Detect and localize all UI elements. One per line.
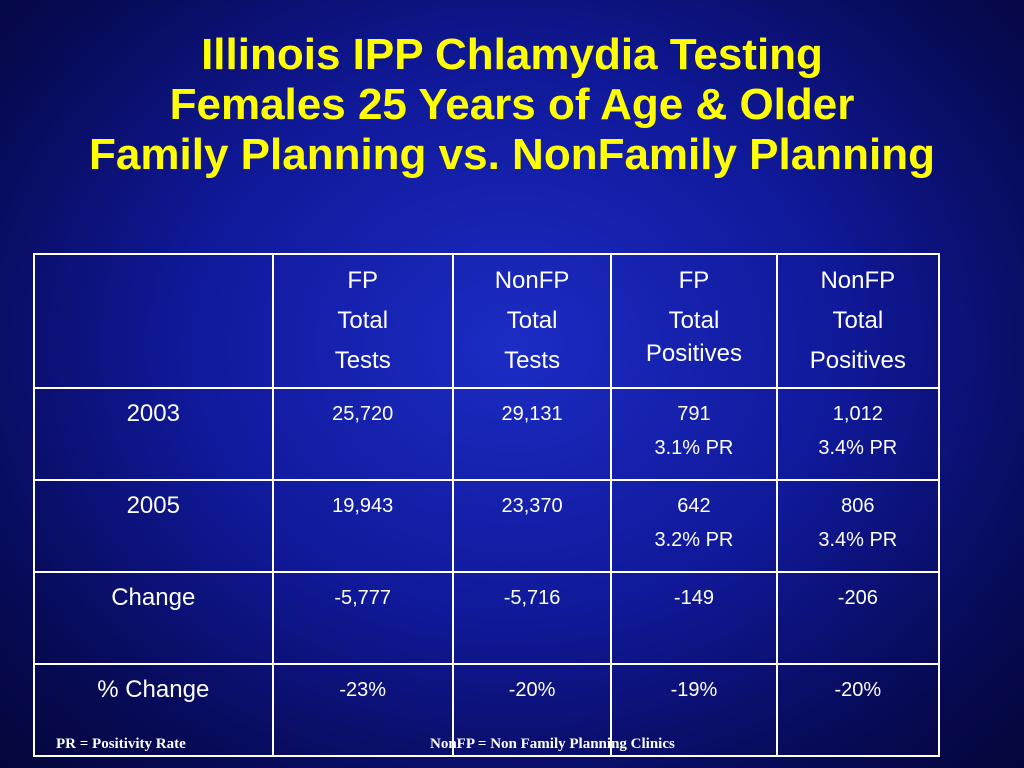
- cell-nonfp-tests: -5,716: [451, 571, 613, 665]
- header-text: FP: [347, 267, 379, 294]
- row-label: % Change: [33, 663, 274, 757]
- slide-title: Illinois IPP Chlamydia Testing Females 2…: [0, 30, 1024, 180]
- header-text: Tests: [504, 347, 561, 374]
- cell-nonfp-tests: 23,370: [451, 479, 613, 573]
- cell-nonfp-tests: -20%: [451, 663, 613, 757]
- header-text: Total: [506, 307, 558, 334]
- header-cell-fp-total-tests: FP Total Tests: [271, 253, 454, 389]
- cell-fp-positives: -149: [610, 571, 778, 665]
- positivity-rate: 3.1% PR: [654, 437, 734, 459]
- header-cell-fp-total-positives: FP Total Positives: [610, 253, 778, 389]
- table-row: Change -5,777 -5,716 -149 -206: [33, 571, 941, 665]
- positivity-rate: 3.4% PR: [818, 437, 898, 459]
- cell-fp-tests: -23%: [271, 663, 454, 757]
- footnote-nonfp-definition: NonFP = Non Family Planning Clinics: [430, 736, 675, 752]
- table-row: 2005 19,943 23,370 642 3.2% PR 806 3.4% …: [33, 479, 941, 573]
- header-cell-nonfp-total-tests: NonFP Total Tests: [451, 253, 613, 389]
- positives-count: 791: [677, 403, 711, 425]
- row-label: 2003: [33, 387, 274, 481]
- header-text: Total: [832, 307, 884, 334]
- cell-fp-positives: 642 3.2% PR: [610, 479, 778, 573]
- footnote-positivity-rate: PR = Positivity Rate: [56, 736, 186, 752]
- cell-nonfp-positives: 806 3.4% PR: [775, 479, 941, 573]
- header-text: Positives: [809, 347, 906, 374]
- cell-nonfp-positives: -20%: [775, 663, 941, 757]
- header-text: NonFP: [494, 267, 570, 294]
- cell-fp-tests: 25,720: [271, 387, 454, 481]
- header-text: Total: [337, 307, 389, 334]
- cell-nonfp-tests: 29,131: [451, 387, 613, 481]
- table-row: 2003 25,720 29,131 791 3.1% PR 1,012 3.4…: [33, 387, 941, 481]
- table-header-row: FP Total Tests NonFP Total Tests FP Tota…: [33, 253, 941, 389]
- header-text: Total: [668, 307, 720, 334]
- header-cell-empty: [33, 253, 274, 389]
- cell-fp-tests: 19,943: [271, 479, 454, 573]
- header-text: Positives: [645, 340, 742, 367]
- cell-nonfp-positives: 1,012 3.4% PR: [775, 387, 941, 481]
- header-text: Tests: [334, 347, 391, 374]
- positives-count: 1,012: [832, 403, 883, 425]
- positivity-rate: 3.4% PR: [818, 529, 898, 551]
- cell-fp-positives: -19%: [610, 663, 778, 757]
- title-line-3: Family Planning vs. NonFamily Planning: [89, 130, 935, 179]
- header-cell-nonfp-total-positives: NonFP Total Positives: [775, 253, 941, 389]
- cell-nonfp-positives: -206: [775, 571, 941, 665]
- positivity-rate: 3.2% PR: [654, 529, 734, 551]
- cell-fp-positives: 791 3.1% PR: [610, 387, 778, 481]
- row-label: 2005: [33, 479, 274, 573]
- cell-fp-tests: -5,777: [271, 571, 454, 665]
- chlamydia-testing-table: FP Total Tests NonFP Total Tests FP Tota…: [33, 253, 941, 757]
- positives-count: 806: [841, 495, 875, 517]
- header-text: NonFP: [820, 267, 896, 294]
- positives-count: 642: [677, 495, 711, 517]
- row-label: Change: [33, 571, 274, 665]
- title-line-1: Illinois IPP Chlamydia Testing: [201, 30, 823, 79]
- header-text: FP: [678, 267, 710, 294]
- title-line-2: Females 25 Years of Age & Older: [169, 80, 855, 129]
- table-row: % Change -23% -20% -19% -20%: [33, 663, 941, 757]
